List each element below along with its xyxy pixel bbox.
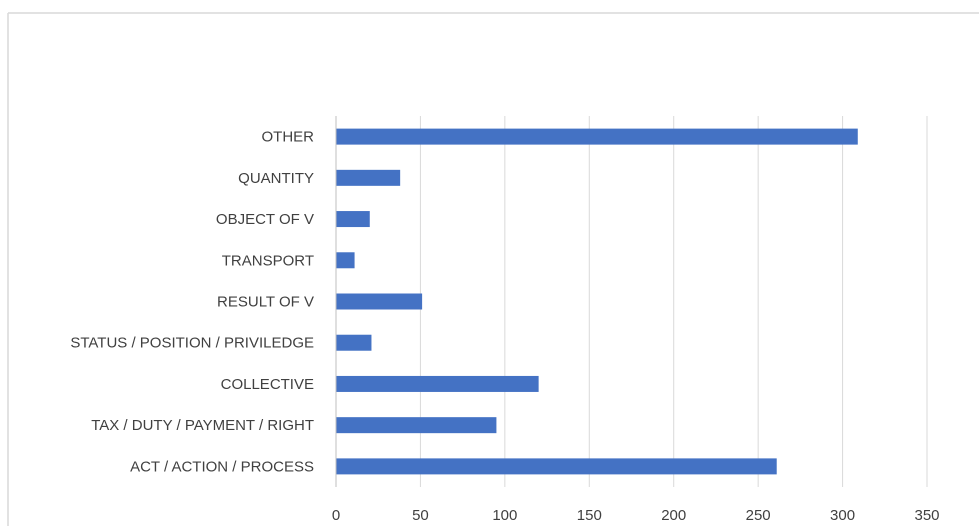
bars <box>336 128 858 475</box>
x-tick-labels: 0 50 100 150 200 250 300 350 <box>332 507 940 524</box>
bar <box>336 252 355 269</box>
gridlines <box>419 116 928 487</box>
x-tick-label: 350 <box>914 507 939 524</box>
bar <box>336 128 858 145</box>
x-tick-label: 50 <box>412 507 429 524</box>
bar <box>336 375 539 392</box>
x-tick-label: 250 <box>746 507 771 524</box>
bar <box>336 458 777 475</box>
x-tick-label: 0 <box>332 507 340 524</box>
category-label: ACT / ACTION / PROCESS <box>130 458 314 475</box>
category-label: OBJECT OF V <box>216 211 314 228</box>
bar <box>336 169 401 186</box>
x-tick-label: 150 <box>577 507 602 524</box>
bar <box>336 417 497 434</box>
category-labels: ACT / ACTION / PROCESS TAX / DUTY / PAYME… <box>70 129 314 476</box>
x-tick-label: 200 <box>661 507 686 524</box>
category-label: COLLECTIVE <box>221 376 314 393</box>
category-label: STATUS / POSITION / PRIVILEDGE <box>70 335 314 352</box>
category-label: TRANSPORT <box>222 252 314 269</box>
x-tick-label: 300 <box>830 507 855 524</box>
bar <box>336 334 372 351</box>
category-label: TAX / DUTY / PAYMENT / RIGHT <box>91 417 314 434</box>
category-label: QUANTITY <box>238 170 314 187</box>
x-tick-label: 100 <box>492 507 517 524</box>
bar <box>336 293 423 310</box>
category-label: RESULT OF V <box>217 294 314 311</box>
bar <box>336 211 370 228</box>
category-label: OTHER <box>262 129 315 146</box>
